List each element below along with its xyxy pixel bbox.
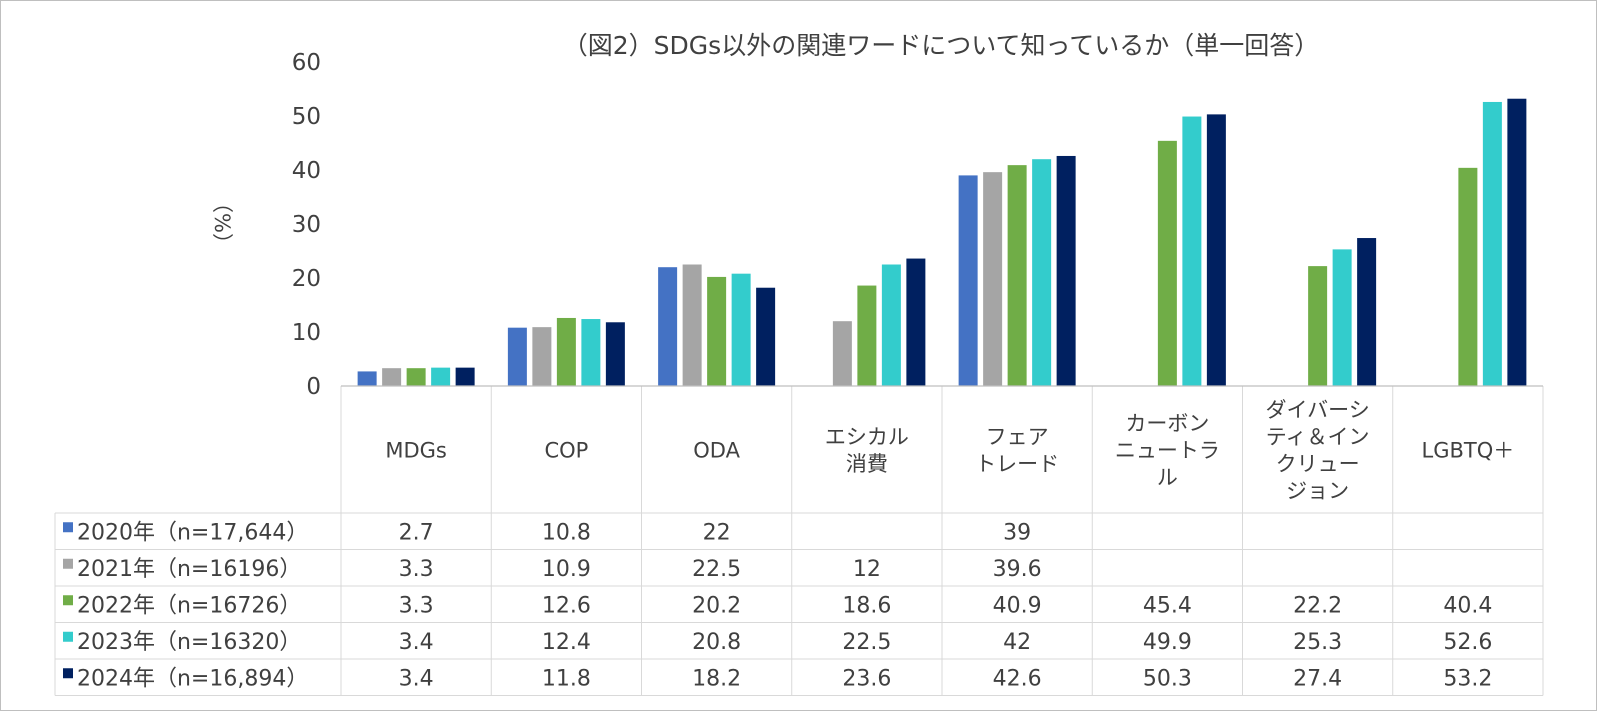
table-cell-value: 42 [1003, 630, 1031, 655]
bars [357, 98, 1527, 387]
category-label: ODA [693, 439, 740, 463]
table-cell-value: 25.3 [1293, 630, 1342, 655]
table-cell-value: 18.2 [692, 666, 741, 691]
category-label: フェアトレード [975, 425, 1059, 476]
legend-label: 2024年（n=16,894） [77, 666, 308, 691]
bar [958, 175, 978, 386]
category-label: COP [544, 439, 588, 463]
bar [1357, 238, 1377, 386]
bar [1332, 249, 1352, 386]
category-label: LGBTQ＋ [1422, 439, 1515, 463]
bar [1206, 114, 1226, 386]
bar [756, 287, 776, 386]
table-cell-value: 3.4 [399, 666, 434, 691]
bar [1458, 167, 1478, 386]
table-cell-value: 10.8 [542, 520, 591, 545]
table-cell-value: 39 [1003, 520, 1031, 545]
table-cell-value: 23.6 [842, 666, 891, 691]
bar [906, 258, 926, 386]
bar [707, 276, 727, 386]
table-cell-value: 22.5 [842, 630, 891, 655]
bar [357, 371, 377, 386]
legend-label: 2023年（n=16320） [77, 630, 301, 655]
table-cell-value: 45.4 [1143, 593, 1192, 618]
category-label: エシカル消費 [825, 425, 909, 476]
table-cell-value: 10.9 [542, 557, 591, 582]
table-cell-value: 12.6 [542, 593, 591, 618]
table-cell-value: 3.3 [399, 557, 434, 582]
legend-label: 2022年（n=16726） [77, 593, 301, 618]
bar [832, 321, 852, 386]
bar [507, 327, 527, 386]
table-cell-value: 18.6 [842, 593, 891, 618]
table-cell-value: 2.7 [399, 520, 434, 545]
bar [455, 367, 475, 386]
bar [1182, 116, 1202, 386]
y-tick-label: 30 [292, 212, 321, 238]
bar [406, 368, 426, 386]
table-cell-value: 27.4 [1293, 666, 1342, 691]
table-cell-value: 12 [853, 557, 881, 582]
table-cell-value: 22.5 [692, 557, 741, 582]
table-cell-value: 3.3 [399, 593, 434, 618]
bar [605, 322, 625, 386]
y-tick-label: 20 [292, 266, 321, 292]
bar [581, 319, 601, 386]
y-tick-label: 10 [292, 320, 321, 346]
y-tick-label: 40 [292, 158, 321, 184]
legend-swatch [63, 668, 73, 679]
bar [556, 317, 576, 386]
chart-title: （図2）SDGs以外の関連ワードについて知っているか（単一回答） [563, 31, 1319, 60]
bar [532, 327, 552, 386]
legend-label: 2021年（n=16196） [77, 557, 301, 582]
y-axis-ticks: 0 10 20 30 40 50 60 [292, 50, 321, 400]
bar [682, 264, 702, 386]
bar [1482, 101, 1502, 387]
bar [1056, 155, 1076, 386]
table-cell-value: 39.6 [993, 557, 1042, 582]
legend-swatch [63, 595, 73, 606]
bar [1308, 266, 1328, 386]
bar [658, 267, 678, 386]
table-cell-value: 40.4 [1443, 593, 1492, 618]
table-cell-value: 40.9 [993, 593, 1042, 618]
table-cell-value: 52.6 [1443, 630, 1492, 655]
y-axis-label: （%） [210, 192, 234, 254]
table-cell-value: 20.8 [692, 630, 741, 655]
table-cell-value: 49.9 [1143, 630, 1192, 655]
y-tick-label: 0 [306, 374, 321, 400]
data-table: MDGs COP ODA エシカル消費 フェアトレード カーボンニュートラルダイバーシティ… [54, 385, 1544, 696]
category-label: ダイバーシティ＆インクリュージョン [1266, 398, 1370, 503]
table-cell-value: 42.6 [993, 666, 1042, 691]
table-cell-value: 22.2 [1293, 593, 1342, 618]
table-cell-value: 3.4 [399, 630, 434, 655]
bar [731, 273, 751, 386]
table-cell-value: 50.3 [1143, 666, 1192, 691]
bar [1157, 140, 1177, 386]
y-tick-label: 50 [292, 104, 321, 130]
legend-swatch [63, 631, 73, 642]
category-label: カーボンニュートラル [1115, 412, 1220, 490]
bar [382, 368, 402, 386]
table-cell-value: 12.4 [542, 630, 591, 655]
bar [1507, 98, 1527, 386]
category-label: MDGs [385, 439, 447, 463]
table-cell-value: 20.2 [692, 593, 741, 618]
legend-swatch [63, 522, 73, 533]
legend-label: 2020年（n=17,644） [77, 520, 308, 545]
table-cell-value: 22 [703, 520, 731, 545]
bar [983, 172, 1003, 386]
legend-swatch [63, 558, 73, 569]
bar [1032, 159, 1052, 386]
table-cell-value: 11.8 [542, 666, 591, 691]
bar [881, 264, 901, 386]
y-tick-label: 60 [292, 50, 321, 76]
table-cell-value: 53.2 [1443, 666, 1492, 691]
bar [857, 285, 877, 386]
bar [1007, 165, 1027, 386]
bar [431, 367, 451, 386]
